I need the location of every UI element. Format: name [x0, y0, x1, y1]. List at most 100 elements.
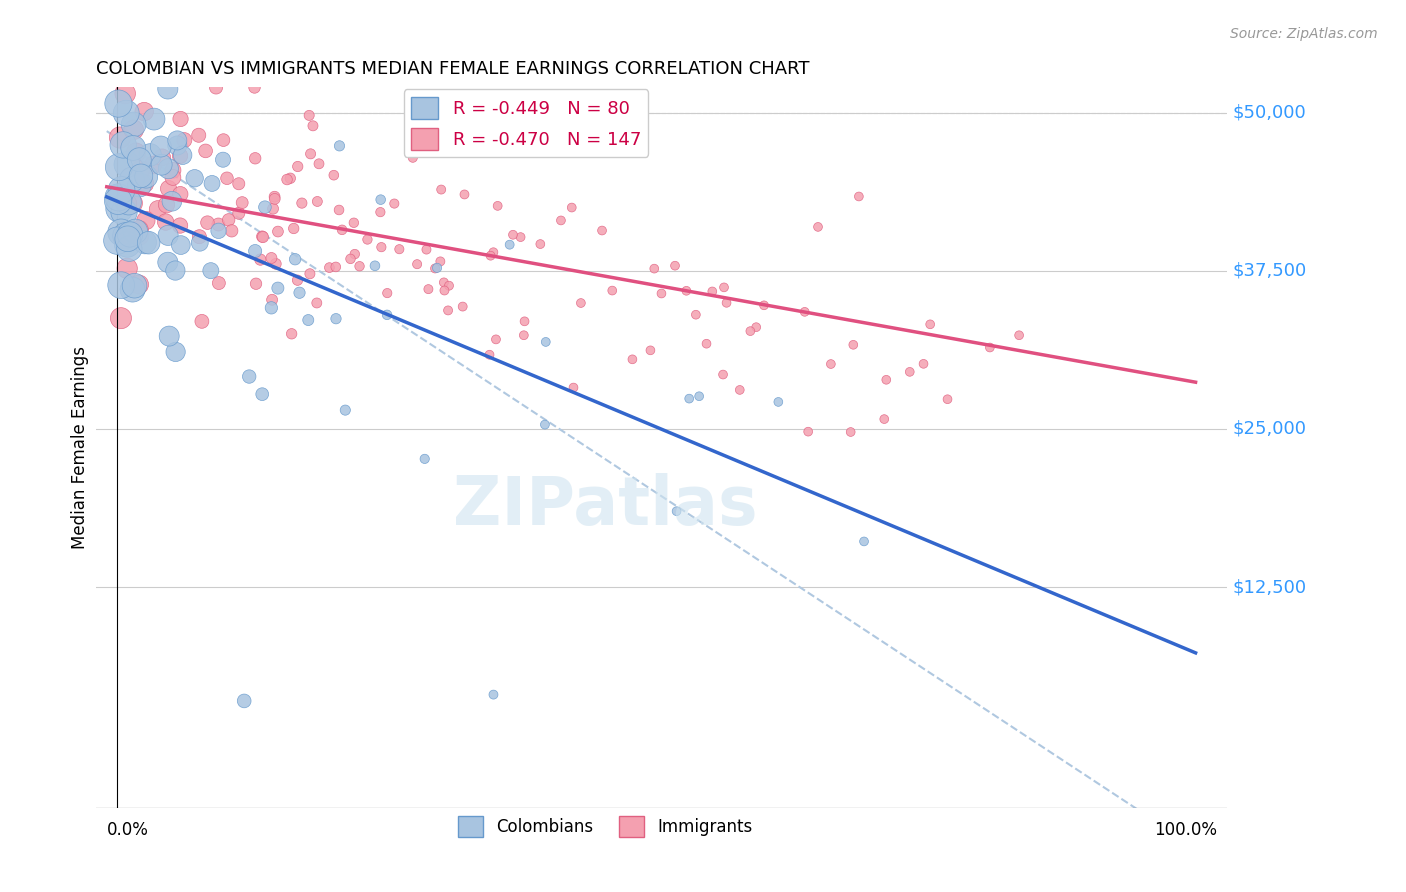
Point [115, 106, 138, 120]
Point [370, 205, 392, 219]
Point [156, 255, 179, 269]
Point [979, 341, 1001, 355]
Point [433, 276, 456, 290]
Point [121, 196, 143, 211]
Point [262, 293, 284, 307]
Point [155, 197, 177, 211]
Point [936, 392, 959, 407]
Point [287, 160, 309, 174]
Point [561, 201, 583, 215]
Point [713, 280, 735, 294]
Point [375, 308, 398, 322]
Point [702, 285, 724, 299]
Text: $12,500: $12,500 [1233, 578, 1306, 596]
Text: 0.0%: 0.0% [107, 822, 149, 839]
Point [305, 296, 328, 310]
Point [114, 228, 136, 243]
Point [146, 202, 169, 217]
Point [125, 145, 148, 160]
Point [898, 365, 921, 379]
Point [124, 278, 146, 293]
Point [640, 343, 662, 358]
Point [695, 336, 717, 351]
Point [437, 278, 460, 293]
Point [157, 228, 180, 243]
Point [260, 251, 283, 265]
Point [330, 223, 353, 237]
Point [112, 231, 135, 245]
Text: $37,500: $37,500 [1233, 262, 1306, 280]
Point [187, 128, 209, 143]
Point [328, 139, 350, 153]
Point [263, 192, 285, 206]
Point [356, 233, 378, 247]
Point [110, 278, 132, 293]
Point [740, 324, 762, 338]
Point [135, 169, 157, 184]
Point [169, 112, 191, 126]
Point [252, 387, 274, 401]
Text: COLOMBIAN VS IMMIGRANTS MEDIAN FEMALE EARNINGS CORRELATION CHART: COLOMBIAN VS IMMIGRANTS MEDIAN FEMALE EA… [96, 60, 810, 78]
Point [820, 357, 842, 371]
Point [664, 259, 686, 273]
Point [287, 273, 309, 287]
Point [143, 112, 166, 127]
Point [128, 228, 150, 243]
Point [117, 237, 139, 252]
Point [243, 151, 266, 165]
Point [562, 380, 585, 394]
Point [212, 153, 235, 167]
Point [170, 238, 193, 252]
Point [853, 534, 876, 549]
Point [437, 303, 460, 318]
Point [110, 311, 132, 326]
Point [325, 260, 347, 274]
Point [134, 104, 156, 119]
Point [191, 314, 214, 328]
Point [278, 171, 301, 186]
Point [118, 227, 141, 242]
Point [429, 254, 451, 268]
Point [797, 425, 820, 439]
Point [263, 190, 285, 204]
Point [173, 133, 195, 147]
Point [128, 223, 150, 237]
Point [243, 80, 266, 95]
Point [283, 221, 305, 235]
Point [105, 234, 128, 248]
Point [260, 301, 283, 315]
Point [108, 130, 131, 145]
Point [478, 348, 501, 362]
Point [243, 244, 266, 258]
Point [1008, 328, 1031, 343]
Point [124, 224, 146, 238]
Point [768, 395, 790, 409]
Point [513, 328, 536, 343]
Point [406, 257, 429, 271]
Point [139, 148, 162, 162]
Point [156, 82, 179, 96]
Text: Source: ZipAtlas.com: Source: ZipAtlas.com [1230, 27, 1378, 41]
Legend: Colombians, Immigrants: Colombians, Immigrants [451, 810, 759, 843]
Point [621, 352, 644, 367]
Point [172, 148, 194, 162]
Point [848, 189, 870, 203]
Text: $50,000: $50,000 [1233, 103, 1306, 122]
Text: ZIPatlas: ZIPatlas [453, 473, 758, 539]
Point [264, 257, 287, 271]
Point [486, 199, 509, 213]
Point [509, 230, 531, 244]
Point [343, 247, 366, 261]
Point [343, 216, 366, 230]
Point [375, 286, 398, 301]
Point [430, 183, 453, 197]
Point [117, 232, 139, 246]
Point [208, 276, 231, 290]
Point [207, 224, 229, 238]
Point [128, 153, 150, 167]
Point [479, 249, 502, 263]
Point [807, 219, 830, 234]
Point [157, 161, 180, 176]
Point [169, 187, 191, 202]
Point [482, 245, 505, 260]
